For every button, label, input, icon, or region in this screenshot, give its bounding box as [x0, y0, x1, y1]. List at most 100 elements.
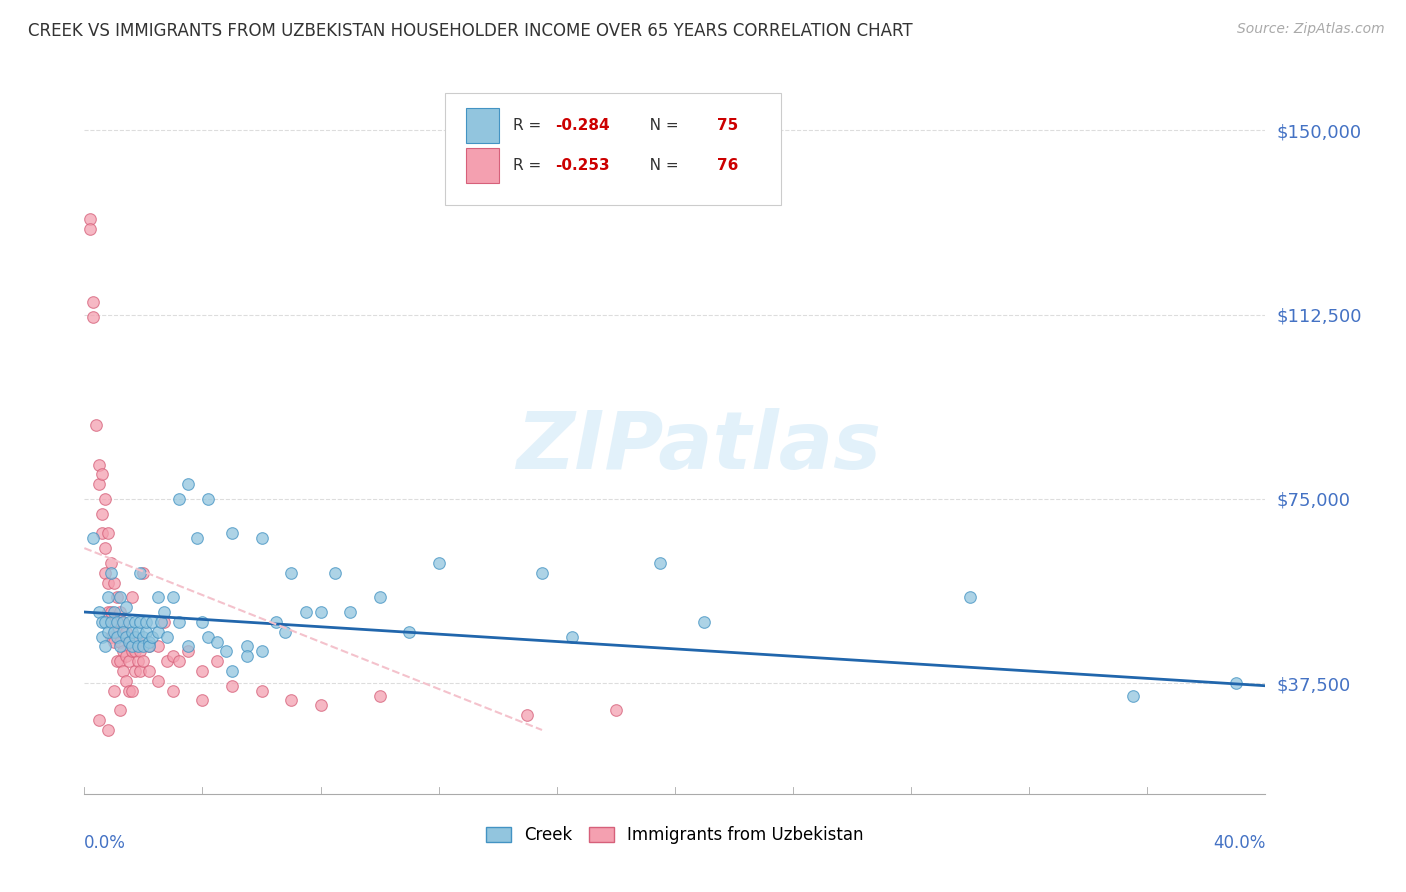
Point	[236, 640, 259, 654]
Text: 75: 75	[717, 118, 738, 133]
Point	[94, 566, 117, 580]
Point	[250, 683, 273, 698]
Point	[124, 644, 146, 658]
Point	[82, 310, 104, 325]
Point	[295, 605, 318, 619]
Point	[118, 654, 141, 668]
Point	[100, 630, 122, 644]
FancyBboxPatch shape	[444, 93, 782, 205]
Point	[94, 541, 117, 555]
Point	[105, 591, 128, 605]
Point	[132, 566, 155, 580]
Point	[79, 211, 101, 226]
Point	[186, 531, 208, 545]
Text: R =: R =	[513, 118, 546, 133]
Point	[127, 640, 149, 654]
Bar	[465, 108, 499, 143]
Point	[118, 683, 141, 698]
Point	[138, 634, 160, 648]
Point	[108, 654, 131, 668]
Point	[1122, 689, 1144, 703]
Point	[100, 615, 122, 629]
Point	[153, 605, 176, 619]
Point	[162, 683, 184, 698]
Point	[127, 654, 149, 668]
Point	[191, 615, 214, 629]
Legend: Creek, Immigrants from Uzbekistan: Creek, Immigrants from Uzbekistan	[479, 819, 870, 851]
Point	[427, 556, 450, 570]
Point	[108, 605, 131, 619]
Point	[221, 664, 243, 678]
Point	[207, 654, 229, 668]
Point	[97, 575, 120, 590]
Point	[114, 649, 136, 664]
Point	[693, 615, 716, 629]
Point	[148, 673, 170, 688]
Text: -0.284: -0.284	[555, 118, 610, 133]
Point	[100, 556, 122, 570]
Point	[118, 634, 141, 648]
Point	[105, 630, 128, 644]
Point	[250, 644, 273, 658]
Point	[97, 723, 120, 737]
Point	[167, 491, 190, 506]
Point	[108, 640, 131, 654]
Point	[108, 703, 131, 717]
Point	[148, 591, 170, 605]
Text: 0.0%: 0.0%	[84, 834, 127, 852]
Point	[103, 575, 125, 590]
Text: CREEK VS IMMIGRANTS FROM UZBEKISTAN HOUSEHOLDER INCOME OVER 65 YEARS CORRELATION: CREEK VS IMMIGRANTS FROM UZBEKISTAN HOUS…	[28, 22, 912, 40]
Point	[141, 630, 163, 644]
Point	[141, 615, 163, 629]
Text: ZIPatlas: ZIPatlas	[516, 408, 882, 486]
Point	[148, 640, 170, 654]
Point	[138, 640, 160, 654]
Point	[167, 654, 190, 668]
Point	[87, 713, 111, 727]
Point	[398, 624, 420, 639]
Point	[97, 526, 120, 541]
Point	[605, 703, 627, 717]
Point	[167, 615, 190, 629]
Point	[94, 615, 117, 629]
Text: -0.253: -0.253	[555, 158, 610, 173]
Point	[127, 634, 149, 648]
Point	[162, 649, 184, 664]
Point	[309, 605, 332, 619]
Point	[118, 615, 141, 629]
Point	[100, 566, 122, 580]
Point	[87, 605, 111, 619]
Point	[111, 624, 134, 639]
Text: N =: N =	[634, 158, 683, 173]
Point	[94, 640, 117, 654]
Point	[135, 615, 157, 629]
Point	[197, 630, 219, 644]
Point	[191, 664, 214, 678]
Point	[108, 591, 131, 605]
Point	[87, 458, 111, 472]
Point	[103, 634, 125, 648]
Point	[177, 644, 200, 658]
Point	[221, 526, 243, 541]
Bar	[465, 148, 499, 183]
Point	[111, 615, 134, 629]
Point	[250, 531, 273, 545]
Point	[1225, 676, 1247, 690]
Point	[191, 693, 214, 707]
Point	[215, 644, 238, 658]
Point	[118, 634, 141, 648]
Text: R =: R =	[513, 158, 546, 173]
Point	[100, 605, 122, 619]
Point	[91, 615, 114, 629]
Point	[103, 605, 125, 619]
Point	[121, 640, 143, 654]
Text: N =: N =	[634, 118, 683, 133]
Point	[121, 683, 143, 698]
Point	[114, 673, 136, 688]
Point	[274, 624, 297, 639]
Point	[129, 664, 152, 678]
Point	[561, 630, 583, 644]
Point	[94, 491, 117, 506]
Point	[111, 615, 134, 629]
Point	[82, 295, 104, 310]
